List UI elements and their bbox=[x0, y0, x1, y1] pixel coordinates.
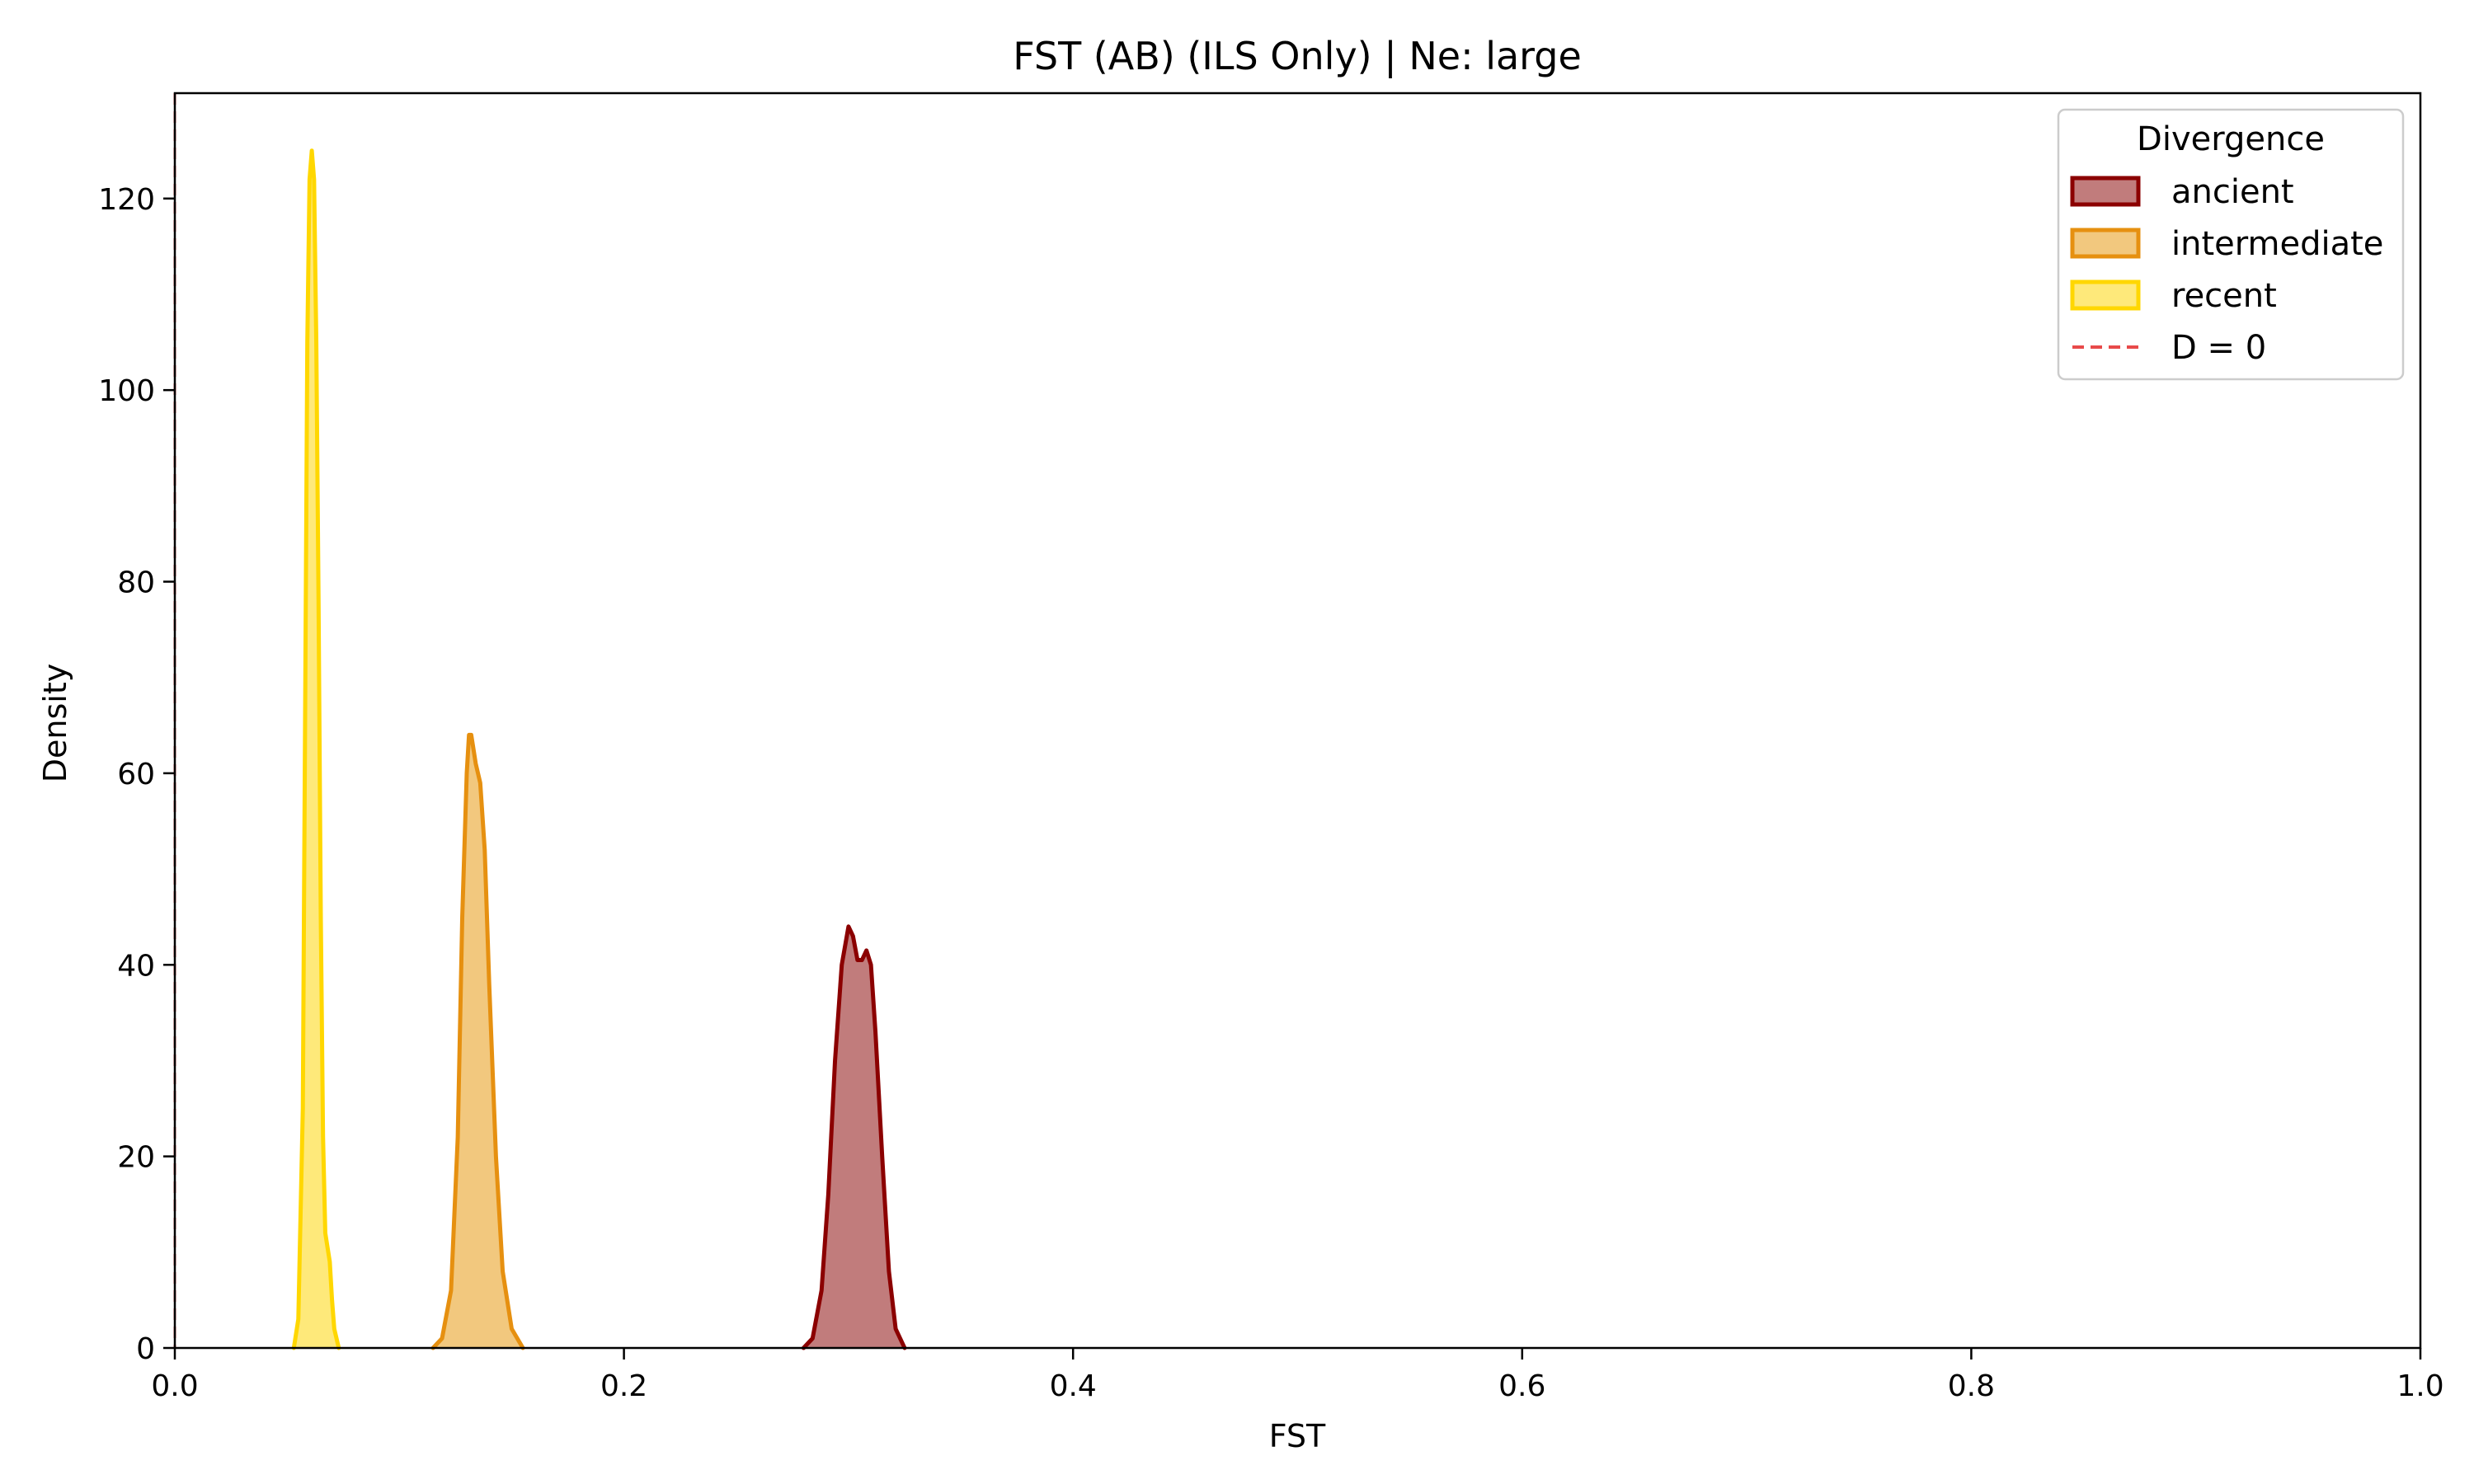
y-tick-label: 120 bbox=[98, 183, 155, 217]
x-axis: 0.0 0.2 0.4 0.6 0.8 1.0 bbox=[151, 1348, 2444, 1403]
legend-box bbox=[2057, 108, 2405, 381]
x-axis-label: FST bbox=[1269, 1418, 1326, 1454]
x-tick-label: 0.8 bbox=[1948, 1369, 1995, 1403]
x-tick-label: 0.0 bbox=[151, 1369, 198, 1403]
y-axis-label: Density bbox=[37, 664, 73, 782]
legend-title: Divergence bbox=[2137, 120, 2325, 158]
x-tick-label: 0.4 bbox=[1050, 1369, 1097, 1403]
plot-frame bbox=[173, 92, 2422, 1350]
legend-label: recent bbox=[2171, 277, 2277, 315]
legend-swatch-ancient bbox=[2070, 176, 2141, 207]
legend-label: intermediate bbox=[2171, 225, 2383, 263]
density-line-intermediate bbox=[430, 732, 525, 1350]
x-tick-label: 0.2 bbox=[600, 1369, 647, 1403]
y-tick-label: 100 bbox=[98, 374, 155, 408]
chart-title: FST (AB) (ILS Only) | Ne: large bbox=[1013, 34, 1582, 79]
y-tick-label: 40 bbox=[117, 949, 155, 983]
legend-label: D = 0 bbox=[2171, 329, 2266, 367]
x-tick-label: 1.0 bbox=[2396, 1369, 2443, 1403]
y-tick-label: 80 bbox=[117, 566, 155, 600]
density-area-ancient bbox=[803, 926, 905, 1348]
x-tick-label: 0.6 bbox=[1498, 1369, 1545, 1403]
legend-label: ancient bbox=[2171, 173, 2294, 211]
y-tick-label: 20 bbox=[117, 1141, 155, 1175]
y-tick-label: 0 bbox=[136, 1332, 155, 1366]
legend-swatch-recent bbox=[2070, 279, 2141, 311]
y-axis: 0 20 40 60 80 100 120 bbox=[98, 183, 175, 1366]
legend-swatch-intermediate bbox=[2070, 228, 2141, 259]
legend: Divergence ancient intermediate recent D = … bbox=[2057, 108, 2405, 381]
density-line-recent bbox=[291, 148, 341, 1350]
y-tick-label: 60 bbox=[117, 758, 155, 791]
density-line-ancient bbox=[801, 924, 907, 1350]
